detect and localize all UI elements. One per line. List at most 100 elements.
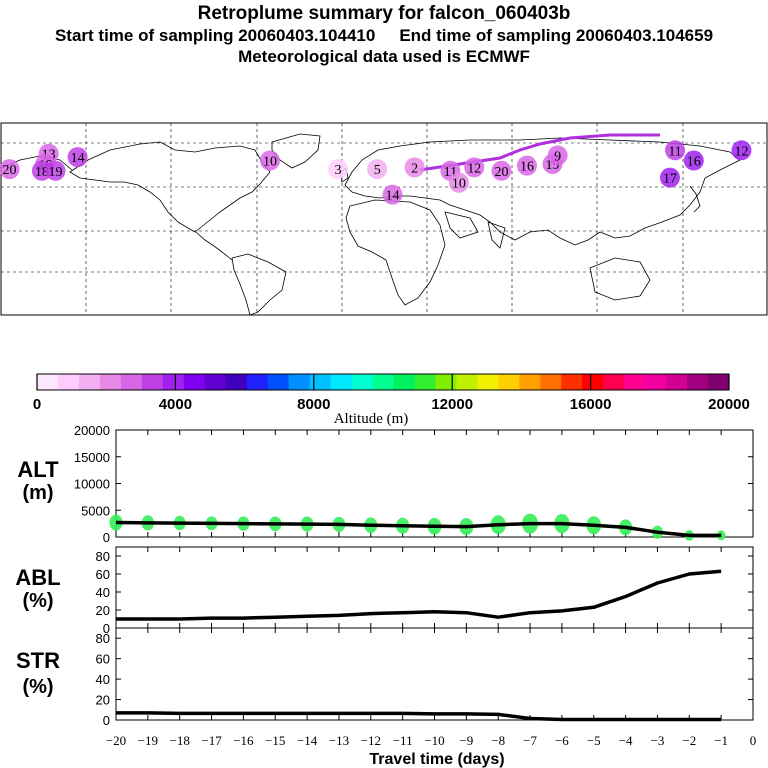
x-tick-label: −10 <box>424 733 444 748</box>
colorbar-cell <box>162 374 185 390</box>
colorbar-cell <box>246 374 269 390</box>
japan-outline <box>689 185 701 213</box>
cluster-marker <box>259 150 280 171</box>
str-unit: (%) <box>22 676 53 698</box>
colorbar-cell <box>57 374 80 390</box>
colorbar-cell <box>37 374 59 390</box>
cluster-marker <box>45 160 66 181</box>
north-america-outline <box>69 141 271 233</box>
colorbar-cell <box>309 374 332 390</box>
alt-ytick-label: 20000 <box>74 423 110 438</box>
x-tick-label: −13 <box>329 733 349 748</box>
colorbar-cell <box>99 374 122 390</box>
x-tick-label: −20 <box>106 733 126 748</box>
x-tick-label: −1 <box>714 733 728 748</box>
cluster-marker <box>516 155 537 176</box>
colorbar-cell <box>141 374 164 390</box>
cluster-label: 20 <box>3 163 17 178</box>
str-ytick-label: 80 <box>96 631 110 646</box>
x-tick-label: −11 <box>393 733 413 748</box>
str-label: STR <box>16 648 60 673</box>
x-tick-label: −2 <box>682 733 696 748</box>
cluster-label: 10 <box>263 155 277 170</box>
australia-outline <box>589 257 651 301</box>
str-ytick-label: 20 <box>96 693 110 708</box>
colorbar-cell <box>183 374 206 390</box>
colorbar-cell <box>351 374 374 390</box>
colorbar-cell <box>393 374 415 390</box>
alt-ytick-label: 10000 <box>74 477 110 492</box>
cluster-label: 18 <box>35 165 49 180</box>
colorbar-tick-label: 16000 <box>570 396 612 413</box>
eurasia-outline <box>344 137 741 246</box>
cluster-marker <box>367 159 388 180</box>
cluster-marker <box>382 184 403 205</box>
cluster-label: 16 <box>520 160 534 175</box>
x-tick-label: −18 <box>170 733 190 748</box>
colorbar-tick-label: 0 <box>33 396 41 413</box>
cluster-label: 9 <box>554 149 561 164</box>
colorbar-cell <box>666 374 688 390</box>
abl-frame <box>115 546 754 629</box>
cluster-marker <box>0 159 20 180</box>
colorbar-cell <box>582 374 604 390</box>
abl-unit: (%) <box>22 590 53 612</box>
x-tick-label: −17 <box>201 733 222 748</box>
str-frame <box>115 627 754 721</box>
colorbar-cell <box>540 374 562 390</box>
colorbar-cell <box>120 374 143 390</box>
cluster-marker <box>328 159 349 180</box>
alt-ytick-label: 5000 <box>81 503 110 518</box>
cluster-marker <box>665 140 686 161</box>
colorbar-cell <box>372 374 394 390</box>
abl-series-line <box>116 569 722 621</box>
cluster-label: 19 <box>48 165 62 180</box>
end-time-label: End time of sampling 20060403.104659 <box>399 26 714 45</box>
alt-panel: 20000 15000 10000 5000 0 <box>74 423 754 545</box>
cluster-label: 16 <box>687 155 701 170</box>
x-tick-label: −6 <box>555 733 569 748</box>
cluster-label: 2 <box>411 161 418 176</box>
x-axis-label: Travel time (days) <box>369 751 504 768</box>
abl-label: ABL <box>15 565 60 590</box>
x-tick-label: 0 <box>750 733 757 748</box>
x-tick-label: −8 <box>491 733 505 748</box>
x-tick-label: −16 <box>233 733 254 748</box>
x-tick-label: −19 <box>138 733 158 748</box>
colorbar-tick-label: 8000 <box>297 396 330 413</box>
str-series-line <box>116 711 722 722</box>
x-tick-label: −7 <box>523 733 537 748</box>
india-outline <box>487 221 506 249</box>
abl-ytick-label: 60 <box>96 567 110 582</box>
cluster-marker <box>547 145 568 166</box>
colorbar-cell <box>414 374 436 390</box>
colorbar-cell <box>456 374 478 390</box>
south-america-outline <box>231 253 287 316</box>
cluster-marker <box>448 172 469 193</box>
start-time-label: Start time of sampling 20060403.104410 <box>54 26 376 45</box>
abl-panel: 80 60 40 20 0 <box>96 546 754 636</box>
colorbar-cell <box>624 374 646 390</box>
abl-ytick-label: 40 <box>96 585 110 600</box>
cluster-label: 20 <box>494 165 508 180</box>
x-tick-label: −9 <box>459 733 473 748</box>
alt-ytick-label: 0 <box>103 530 110 545</box>
colorbar-label: Altitude (m) <box>334 411 409 427</box>
str-ytick-label: 0 <box>103 713 110 728</box>
x-tick-label: −5 <box>587 733 601 748</box>
met-data-label: Meteorological data used is ECMWF <box>238 47 530 66</box>
cluster-marker <box>67 147 88 168</box>
cluster-markers: 1314161819201035211101220161991112161417 <box>0 140 752 205</box>
cluster-label: 12 <box>734 144 748 159</box>
colorbar-ticks: 0 4000 8000 12000 16000 20000 <box>33 374 750 413</box>
colorbar-cell <box>330 374 353 390</box>
x-axis-ticks: −20 −19 −18 −17 −16 −15 −14 −13 −12 −11 −10 −9 −8 −7−… <box>106 733 756 748</box>
abl-ytick-label: 0 <box>103 621 110 636</box>
colorbar-cell <box>561 374 583 390</box>
colorbar-cell <box>225 374 248 390</box>
str-panel: 80 60 40 20 0 <box>96 627 754 728</box>
x-tick-label: −4 <box>619 733 633 748</box>
cluster-label: 17 <box>663 172 677 187</box>
cluster-label: 10 <box>452 177 466 192</box>
